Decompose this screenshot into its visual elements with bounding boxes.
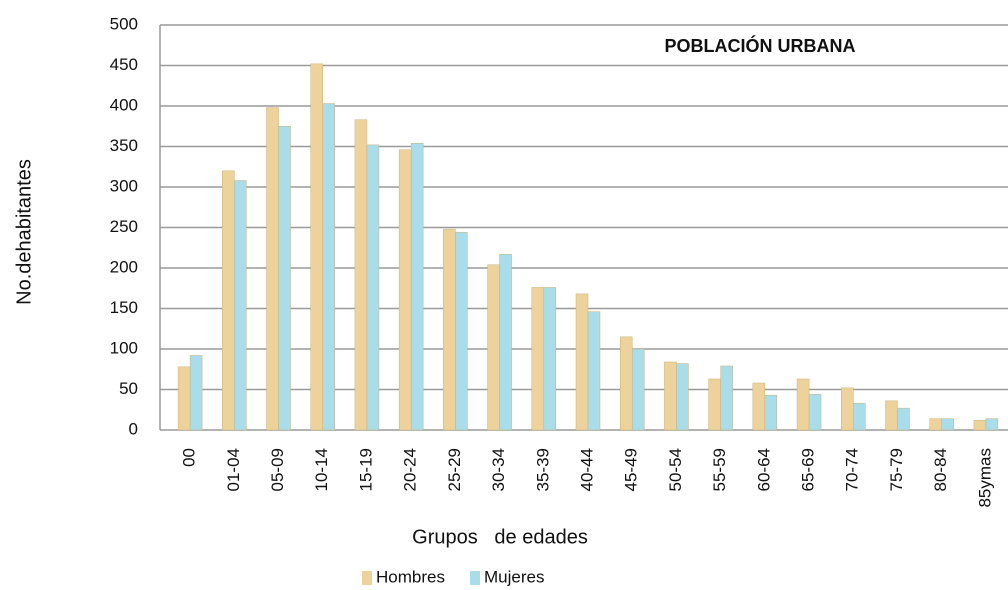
y-tick-label: 500 [110,14,138,33]
bar [587,311,601,431]
bar [322,103,335,431]
y-tick-label: 0 [129,419,138,438]
bar [177,366,191,431]
bar [664,361,677,431]
x-tick-label: 60-64 [754,448,773,491]
x-tick-label: 85ymas [975,448,994,508]
bar [543,287,557,431]
bar [398,149,412,431]
x-tick-label: 50-54 [666,448,685,491]
bar [222,170,235,431]
bar [708,378,721,431]
x-tick-label: 15-19 [356,448,375,491]
x-tick-label: 20-24 [401,448,420,491]
bar [619,336,633,431]
x-tick-label: 70-74 [843,448,862,491]
bar [234,180,247,431]
x-tick-label: 45-49 [622,448,641,491]
bar [189,355,203,431]
y-tick-label: 150 [110,298,138,317]
x-tick-label: 10-14 [312,448,331,491]
x-tick-label: 80-84 [931,448,950,491]
bar [764,394,778,431]
legend-swatch [362,571,372,585]
bar [720,365,733,431]
legend-swatch [470,571,480,585]
y-tick-label: 100 [110,338,138,357]
x-tick-label: 01-04 [224,448,243,491]
y-tick-label: 250 [110,217,138,236]
bar [631,348,645,431]
bar [499,253,512,431]
bar [941,418,954,431]
bar [853,403,866,431]
bar [796,378,810,431]
bar [366,144,380,431]
y-tick-label: 350 [110,136,138,155]
y-tick-label: 200 [110,257,138,276]
x-tick-label: 40-44 [577,448,596,491]
bar [487,264,500,431]
y-tick-label: 50 [119,379,138,398]
bar [266,107,279,431]
legend-label: Mujeres [484,567,544,586]
x-tick-label: 05-09 [268,448,287,491]
bar [410,143,424,431]
x-tick-label: 75-79 [887,448,906,491]
bar [897,407,910,431]
bar [575,293,589,431]
bar [278,126,291,431]
bar [752,382,766,431]
x-tick-label: 55-59 [710,448,729,491]
chart-title: POBLACIÓN URBANA [665,35,856,56]
bar [455,232,468,431]
bar [929,418,942,431]
bar [885,400,898,431]
y-tick-label: 300 [110,176,138,195]
bar [310,63,323,431]
bar [443,228,456,431]
legend-label: Hombres [376,567,445,586]
y-tick-label: 450 [110,55,138,74]
x-tick-label: 25-29 [445,448,464,491]
x-tick-label: 65-69 [799,448,818,491]
x-tick-label: 35-39 [533,448,552,491]
bar [808,394,822,431]
y-tick-label: 400 [110,95,138,114]
bar [973,420,987,431]
x-axis-label: Grupos de edades [412,526,588,548]
x-tick-label: 00 [180,448,199,467]
bar [985,418,999,431]
bar [531,287,545,431]
bar [676,363,689,431]
y-axis-label: No.dehabitantes [13,159,35,305]
bar [841,387,854,431]
x-tick-label: 30-34 [489,448,508,491]
bar [354,119,368,431]
